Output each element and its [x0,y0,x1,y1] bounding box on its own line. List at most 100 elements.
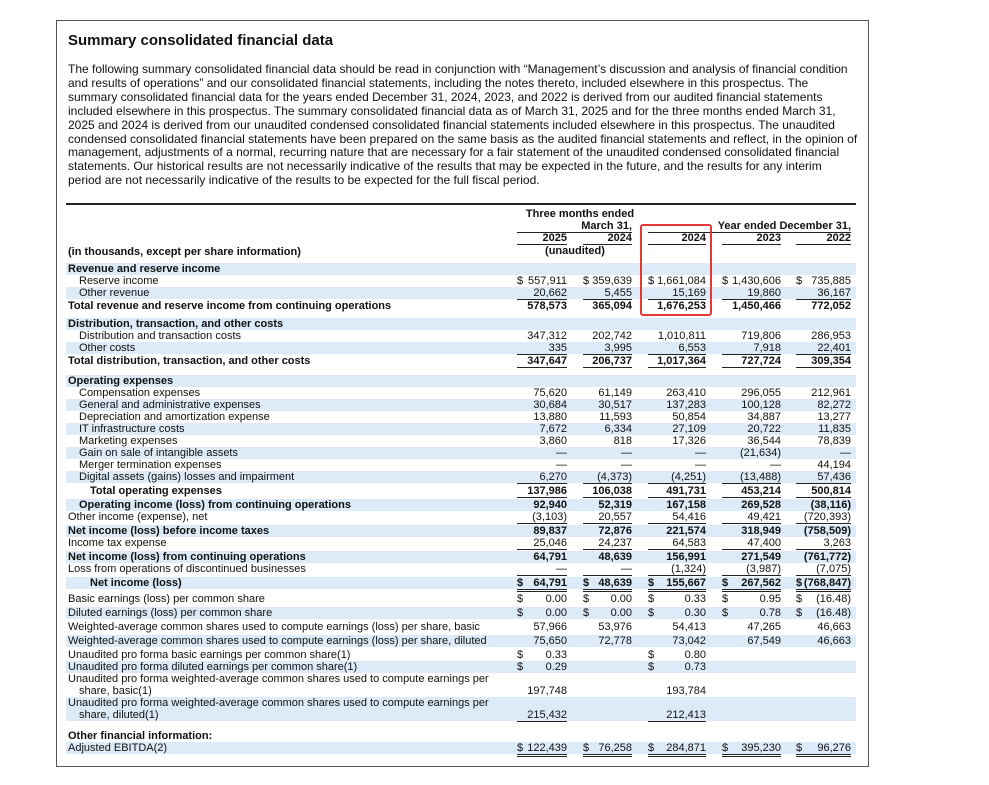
cell-underline [796,756,851,757]
cell-value: 100,128 [741,399,781,411]
currency-sign: $ [517,577,524,589]
cell-value: 155,667 [666,577,706,589]
paragraph-line: The following summary consolidated finan… [68,62,848,76]
cell-value: (4,251) [671,471,706,483]
cell-underline [796,483,851,484]
cell-value: 46,663 [817,635,851,647]
cell-value: 156,991 [666,551,706,563]
header-three-months: Three months ended [525,208,635,220]
cell-value: (13,488) [740,471,781,483]
currency-sign: $ [517,661,524,673]
cell-underline [517,549,567,550]
currency-sign: $ [583,742,590,754]
cell-value: 1,676,253 [657,300,706,312]
cell-underline [517,299,567,300]
row-label: Other financial information: [68,730,213,742]
cell-value: (3,103) [532,511,567,523]
cell-value: 735,885 [811,275,851,287]
header-year-label: 2023 [756,232,781,244]
title: Summary consolidated financial data [68,32,334,49]
header-rule [517,232,632,233]
cell-underline [517,575,567,576]
cell-value: 73,042 [672,635,706,647]
cell-underline [583,523,632,524]
cell-value: 193,784 [666,685,706,697]
cell-value: 1,430,606 [732,275,781,287]
cell-underline [648,367,706,368]
cell-value: 15,169 [672,287,706,299]
cell-value: 78,839 [817,435,851,447]
cell-value: 36,544 [747,435,781,447]
cell-value: 818 [613,435,632,447]
row-band [66,635,856,647]
currency-sign: $ [722,742,729,754]
cell-underline [517,589,567,590]
cell-value: — [695,447,706,459]
cell-value: 0.29 [545,661,567,673]
cell-underline [796,549,851,550]
cell-value: — [621,447,632,459]
cell-value: 318,949 [741,525,781,537]
row-label: Total revenue and reserve income from co… [68,300,392,312]
currency-sign: $ [517,649,524,661]
cell-value: 53,976 [598,621,632,633]
cell-value: 0.30 [684,607,706,619]
cell-value: 500,814 [811,485,851,497]
currency-sign: $ [648,593,655,605]
cell-value: 11,593 [599,411,632,423]
cell-value: 96,276 [817,742,851,754]
header-rule [583,244,632,245]
cell-value: — [556,563,567,575]
header-march: March 31, [581,220,632,232]
cell-value: 267,562 [741,577,781,589]
cell-underline [583,367,632,368]
header-rule [722,244,781,245]
cell-value: 212,413 [666,709,706,721]
row-label: (in thousands, except per share informat… [68,246,301,258]
cell-value: 20,722 [747,423,781,435]
cell-value: 49,421 [747,511,781,523]
paragraph-line: 2025 and 2024 is derived from our unaudi… [68,117,835,132]
row-label: share, diluted(1) [79,709,159,721]
row-label: Other costs [79,342,136,354]
cell-value: 167,158 [666,499,706,511]
row-band [66,661,856,673]
row-band [66,287,856,299]
cell-value: 347,647 [527,355,567,367]
cell-underline [722,299,781,300]
cell-underline [648,549,706,550]
cell-underline [583,497,632,498]
cell-underline [648,523,706,524]
cell-value: (16.48) [816,607,851,619]
cell-value: — [695,459,706,471]
cell-value: 72,778 [598,635,632,647]
currency-sign: $ [796,577,803,589]
cell-value: 7,672 [539,423,567,435]
cell-value: 395,230 [741,742,781,754]
header-year-label: 2024 [607,232,632,244]
row-band [66,375,856,387]
cell-value: 89,837 [533,525,567,537]
row-label: Unaudited pro forma basic earnings per c… [68,649,351,661]
cell-underline [722,367,781,368]
cell-underline [583,589,632,590]
currency-sign: $ [583,607,590,619]
cell-value: 22,401 [817,342,851,354]
cell-value: 57,436 [817,471,851,483]
paragraph-line: management, adjustments of a normal, rec… [68,145,840,160]
row-band [66,499,856,511]
row-label: Weighted-average common shares used to c… [68,621,480,633]
cell-value: 52,319 [598,499,632,511]
row-label: Basic earnings (loss) per common share [68,593,265,605]
row-label: Revenue and reserve income [68,263,221,275]
currency-sign: $ [648,607,655,619]
cell-value: — [770,459,781,471]
cell-value: 1,010,811 [657,330,706,342]
row-label: Marketing expenses [79,435,178,447]
row-band [66,399,856,411]
row-label: Other income (expense), net [68,511,208,523]
row-band [66,697,856,721]
cell-value: 578,573 [527,300,567,312]
currency-sign: $ [648,661,655,673]
